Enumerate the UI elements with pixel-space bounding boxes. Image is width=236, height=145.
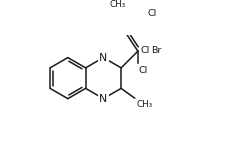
Text: Cl: Cl: [148, 9, 157, 18]
Text: Br: Br: [152, 46, 162, 55]
Text: CH₃: CH₃: [109, 0, 126, 9]
Text: Cl: Cl: [139, 66, 148, 75]
Text: CH₃: CH₃: [136, 100, 153, 109]
Text: Cl: Cl: [140, 46, 149, 55]
Text: N: N: [99, 53, 108, 63]
Text: N: N: [99, 94, 108, 104]
